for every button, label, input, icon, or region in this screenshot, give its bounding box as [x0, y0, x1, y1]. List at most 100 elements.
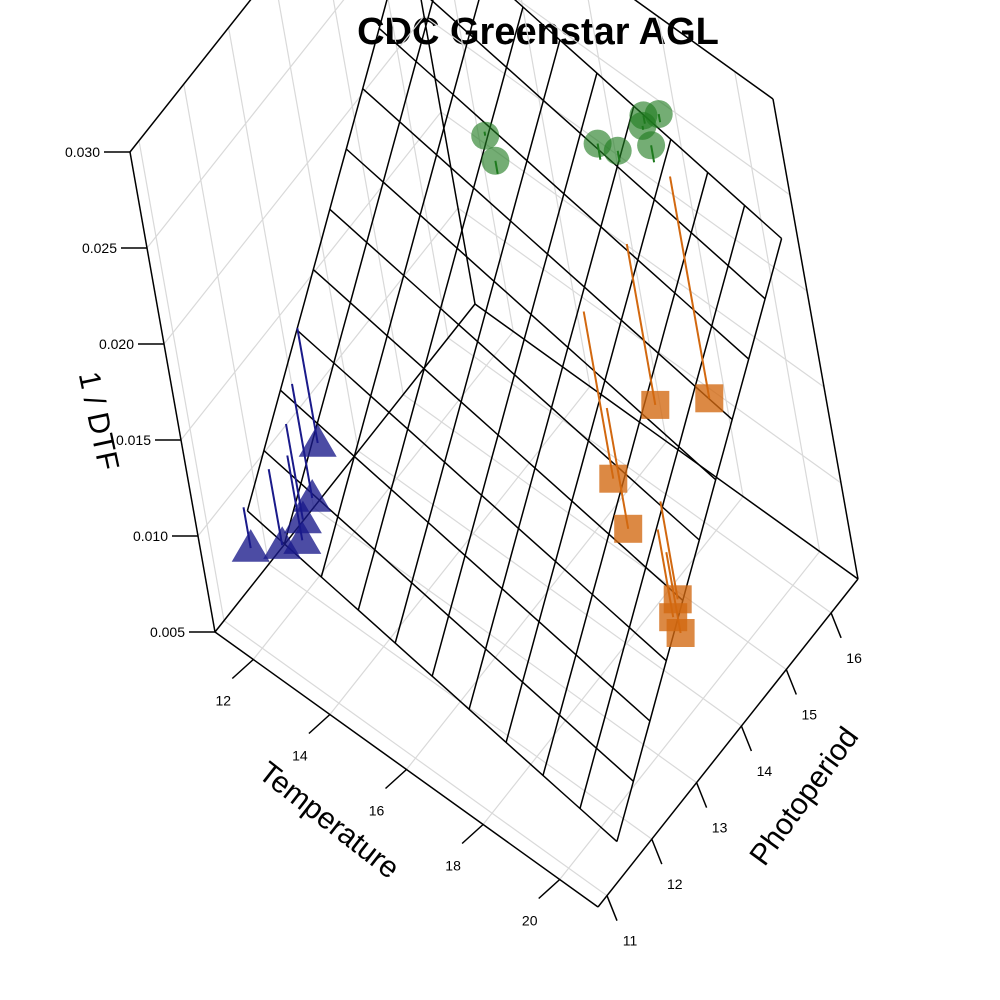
mesh-line: [431, 72, 598, 677]
triangle-marker: [283, 521, 322, 554]
fitted-plane: [246, 0, 783, 843]
grid-line: [358, 450, 742, 727]
x-tick: [384, 768, 408, 790]
y-tick-label: 13: [712, 820, 728, 836]
y-tick-label: 14: [757, 763, 773, 779]
y-tick: [830, 612, 842, 639]
grid-line: [138, 140, 225, 621]
grid-line: [559, 551, 821, 880]
grid-line: [183, 83, 270, 565]
x-tick: [308, 713, 331, 735]
grid-line: [517, 0, 791, 196]
data-point-circle: [471, 121, 500, 150]
triangle-marker: [293, 479, 332, 512]
data-points: [231, 100, 724, 647]
y-tick: [695, 782, 708, 808]
x-axis-title: Temperature: [252, 756, 405, 886]
grid-line: [163, 15, 425, 345]
z-tick-label: 0.010: [133, 528, 168, 544]
x-tick: [461, 823, 484, 845]
box-edge: [597, 578, 859, 908]
data-point-square: [656, 529, 688, 632]
residual-line: [625, 243, 657, 406]
square-marker: [659, 603, 688, 632]
axis-ticks: 0.005 0.010 0.015 0.020 0.025 0.030 12 14 16 18 20…: [65, 144, 862, 949]
box-edge: [772, 98, 859, 580]
residual-line: [656, 529, 675, 618]
circle-marker: [628, 111, 657, 140]
mesh-line: [246, 0, 388, 511]
grid-line: [520, 0, 591, 387]
residual-line: [659, 501, 679, 600]
x-tick-label: 18: [445, 858, 461, 874]
grid-line: [332, 0, 404, 395]
x-tick-label: 12: [216, 693, 232, 709]
y-tick-label: 16: [846, 650, 862, 666]
triangle-marker: [298, 424, 337, 457]
grid-line: [146, 0, 345, 249]
residual-line: [582, 311, 615, 479]
mesh-line: [357, 6, 524, 611]
circle-marker: [481, 146, 510, 175]
z-tick-label: 0.030: [65, 144, 100, 160]
mesh-line: [468, 106, 635, 710]
data-point-circle: [603, 136, 632, 165]
mesh-line: [320, 0, 480, 578]
data-point-circle: [481, 146, 510, 175]
circle-marker: [603, 136, 632, 165]
z-tick-label: 0.025: [82, 240, 117, 256]
square-marker: [614, 514, 643, 543]
mesh-line: [283, 0, 434, 545]
z-axis-title: 1 / DTF: [72, 369, 125, 474]
mesh-line: [394, 39, 561, 644]
y-tick-label: 11: [623, 933, 638, 949]
grid-line: [277, 0, 359, 452]
x-tick: [231, 658, 254, 680]
y-tick: [740, 725, 753, 752]
z-tick-label: 0.005: [150, 624, 185, 640]
square-marker: [599, 464, 628, 493]
y-tick: [651, 838, 663, 865]
grid-line: [453, 0, 514, 332]
square-marker: [695, 384, 724, 413]
residual-line: [605, 407, 630, 529]
box-edge: [129, 0, 252, 153]
square-marker: [641, 390, 670, 419]
x-tick-label: 20: [522, 913, 538, 929]
grid-line: [252, 331, 514, 660]
box-edge: [129, 151, 216, 633]
box-edge: [420, 0, 476, 305]
residual-line: [296, 327, 319, 444]
grid-line: [734, 71, 821, 552]
grid-line: [223, 620, 608, 897]
circle-marker: [471, 121, 500, 150]
data-point-triangle: [231, 507, 270, 562]
box-edge: [214, 303, 476, 633]
z-tick-label: 0.015: [116, 432, 151, 448]
x-tick-label: 16: [369, 803, 385, 819]
y-tick-label: 12: [667, 876, 683, 892]
box-edge: [633, 0, 774, 100]
data-point-circle: [628, 111, 657, 140]
data-point-square: [669, 176, 724, 413]
grid-line: [587, 0, 668, 442]
z-tick-label: 0.020: [99, 336, 134, 352]
grid-line: [447, 337, 832, 614]
residual-line: [291, 383, 314, 499]
grid-line: [197, 207, 459, 537]
data-point-square: [605, 407, 643, 543]
data-point-square: [625, 243, 670, 419]
y-tick-label: 15: [802, 707, 818, 723]
box-edge: [474, 303, 859, 580]
data-point-square: [659, 501, 692, 614]
y-axis-title: Photoperiod: [743, 721, 865, 871]
grid-line: [482, 496, 744, 825]
y-tick: [606, 895, 618, 921]
triangle-marker: [283, 500, 322, 534]
mesh-line: [505, 139, 672, 743]
data-point-square: [582, 311, 628, 493]
residual-line: [669, 176, 711, 399]
data-point-triangle: [291, 383, 332, 512]
data-point-triangle: [296, 327, 337, 457]
